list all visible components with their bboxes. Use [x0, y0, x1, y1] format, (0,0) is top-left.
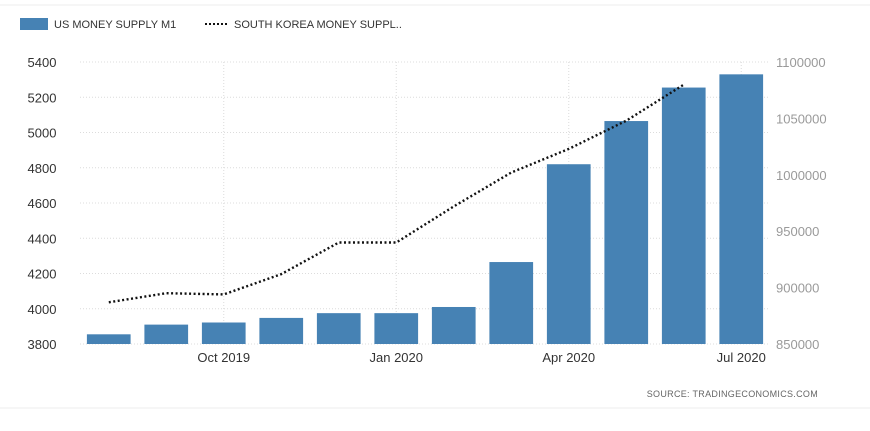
y-right-tick-label: 950000 [776, 224, 819, 239]
x-tick-label: Jul 2020 [717, 350, 766, 365]
y-right-tick-label: 850000 [776, 337, 819, 352]
y-left-tick-label: 4000 [28, 302, 57, 317]
y-right-tick-label: 1000000 [776, 168, 827, 183]
bar-us-m1 [86, 334, 131, 344]
bar-us-m1 [201, 322, 246, 344]
y-right-tick-label: 900000 [776, 281, 819, 296]
legend-label-south-korea: SOUTH KOREA MONEY SUPPL.. [234, 19, 402, 31]
y-left-tick-label: 5200 [28, 90, 57, 105]
bar-us-m1 [431, 306, 476, 344]
legend: US MONEY SUPPLY M1 SOUTH KOREA MONEY SUP… [20, 18, 402, 31]
bar-series-us-m1 [86, 74, 764, 345]
y-right-tick-label: 1100000 [776, 55, 826, 70]
y-left-tick-label: 4800 [28, 161, 57, 176]
bar-us-m1 [604, 121, 649, 344]
y-left-tick-label: 3800 [28, 337, 57, 352]
x-axis: Oct 2019 Jan 2020 Apr 2020 Jul 2020 [197, 350, 765, 365]
legend-label-us-m1: US MONEY SUPPLY M1 [54, 19, 176, 31]
y-left-tick-label: 4200 [28, 267, 57, 282]
x-tick-label: Apr 2020 [542, 350, 595, 365]
bar-us-m1 [719, 74, 764, 345]
x-tick-label: Oct 2019 [197, 350, 250, 365]
y-left-tick-label: 5400 [28, 55, 57, 70]
y-left-tick-label: 4400 [28, 231, 57, 246]
bar-us-m1 [144, 324, 189, 344]
y-left-tick-label: 4600 [28, 196, 57, 211]
y-left-tick-label: 5000 [28, 126, 57, 141]
bar-us-m1 [546, 164, 591, 344]
bar-us-m1 [259, 317, 304, 344]
legend-swatch-us-m1 [20, 18, 48, 30]
bar-us-m1 [374, 313, 419, 344]
source-label: SOURCE: TRADINGECONOMICS.COM [647, 389, 818, 399]
x-tick-label: Jan 2020 [370, 350, 424, 365]
bar-us-m1 [661, 87, 706, 345]
line-series-south-korea [108, 83, 685, 304]
bar-us-m1 [316, 313, 361, 344]
bar-us-m1 [489, 262, 534, 344]
y-axis-right: 850000 900000 950000 1000000 1050000 1100000 [776, 55, 827, 352]
y-axis-left: 3800 4000 4200 4400 4600 4800 5000 5200 5400 [28, 55, 57, 352]
line-south-korea [108, 83, 685, 304]
y-right-tick-label: 1050000 [776, 111, 827, 126]
